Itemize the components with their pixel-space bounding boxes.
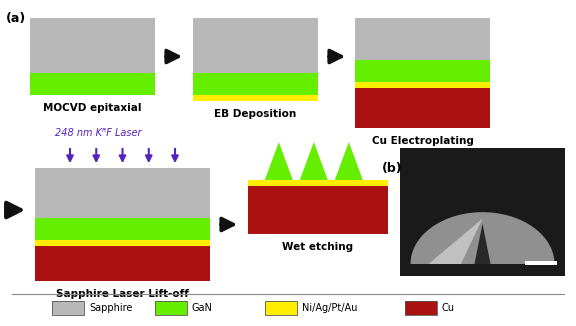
Bar bbox=[193, 18, 318, 73]
Bar bbox=[355, 82, 490, 88]
Polygon shape bbox=[400, 212, 565, 264]
Text: EB Deposition: EB Deposition bbox=[214, 109, 297, 119]
Text: Ni/Ag/Pt/Au: Ni/Ag/Pt/Au bbox=[302, 303, 357, 313]
Bar bbox=[265, 301, 297, 315]
Bar bbox=[30, 18, 155, 73]
Text: Wet etching: Wet etching bbox=[282, 242, 354, 252]
Text: MOCVD epitaxial: MOCVD epitaxial bbox=[43, 103, 142, 113]
Bar bbox=[35, 240, 210, 246]
Text: Sapphire Laser Lift-off: Sapphire Laser Lift-off bbox=[56, 289, 189, 299]
Text: GaN: GaN bbox=[192, 303, 213, 313]
Bar bbox=[193, 95, 318, 101]
Text: Cu Electroplating: Cu Electroplating bbox=[372, 136, 473, 146]
Polygon shape bbox=[265, 142, 293, 180]
Bar bbox=[35, 246, 210, 281]
Bar bbox=[405, 301, 437, 315]
Bar bbox=[35, 168, 210, 218]
Polygon shape bbox=[475, 224, 491, 264]
Bar bbox=[525, 261, 557, 265]
Bar bbox=[35, 218, 210, 240]
Text: (b): (b) bbox=[382, 162, 403, 175]
Bar bbox=[155, 301, 187, 315]
Polygon shape bbox=[300, 142, 328, 180]
Bar bbox=[248, 186, 388, 234]
Bar bbox=[405, 301, 437, 315]
Bar bbox=[193, 73, 318, 95]
Bar bbox=[355, 18, 490, 60]
Text: (a): (a) bbox=[6, 12, 26, 25]
Bar bbox=[400, 148, 565, 276]
Bar bbox=[52, 301, 84, 315]
Polygon shape bbox=[429, 219, 483, 264]
Polygon shape bbox=[335, 142, 363, 180]
Bar bbox=[265, 301, 297, 315]
Bar bbox=[155, 301, 187, 315]
Text: Sapphire: Sapphire bbox=[89, 303, 132, 313]
Text: Cu: Cu bbox=[442, 303, 455, 313]
Bar bbox=[52, 301, 84, 315]
Bar bbox=[248, 180, 388, 186]
Bar bbox=[355, 88, 490, 128]
Bar bbox=[30, 73, 155, 95]
Text: 248 nm KᴿF Laser: 248 nm KᴿF Laser bbox=[55, 128, 142, 138]
Bar bbox=[355, 60, 490, 82]
